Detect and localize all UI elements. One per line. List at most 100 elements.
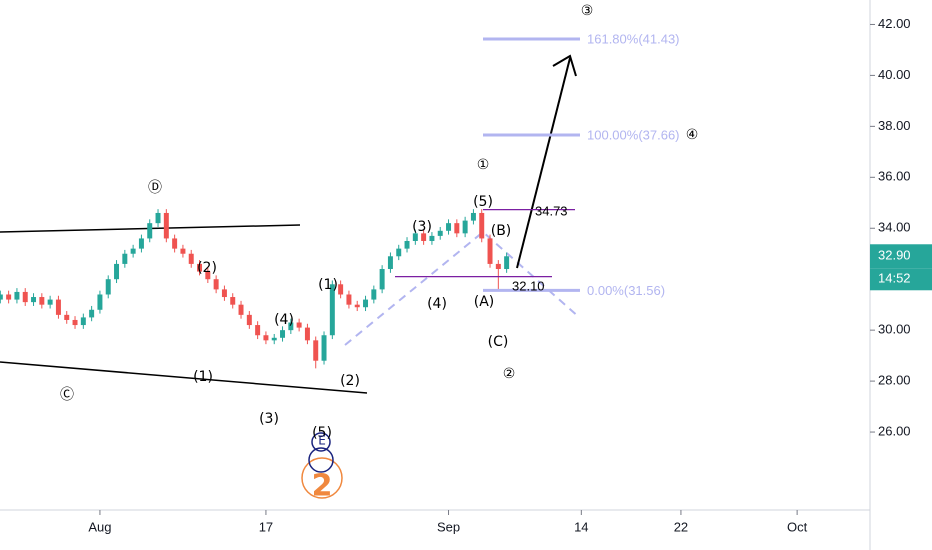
wave-label: E (318, 434, 326, 448)
candle-body (338, 284, 344, 295)
candle-body (197, 263, 203, 272)
candle-body (446, 223, 452, 231)
candle-body (437, 230, 443, 236)
candle-body (130, 248, 136, 254)
candle-body (255, 325, 261, 336)
x-tick-label: Sep (437, 519, 460, 534)
price-label: 34.73 (535, 203, 568, 218)
candle-body (321, 335, 327, 361)
wave-label: (4) (274, 312, 294, 328)
candle-body (39, 297, 45, 305)
price-label: 32.10 (512, 278, 545, 293)
candle-body (80, 317, 86, 326)
candle-body (238, 304, 244, 315)
candle-body (180, 248, 186, 254)
candle-body (429, 235, 435, 241)
wave-label: (2) (197, 260, 217, 276)
wave-label: 2 (312, 469, 333, 504)
candle-body (22, 291, 28, 303)
candle-body (221, 289, 227, 298)
wave-label: (C) (488, 334, 509, 350)
x-tick-label: Aug (88, 519, 111, 534)
last-price-label: 32.90 (878, 248, 911, 263)
candle-body (172, 238, 178, 249)
wave-label: (A) (474, 294, 495, 310)
candle-body (230, 297, 236, 305)
candle-body (147, 223, 153, 239)
wave-label: (1) (318, 277, 338, 293)
candle-body (122, 253, 128, 264)
candle-body (72, 319, 78, 326)
countdown-label: 14:52 (878, 271, 911, 286)
candle-body (504, 256, 510, 270)
wave-label: ① (477, 157, 490, 173)
candle-body (479, 212, 485, 239)
candle-body (47, 299, 53, 305)
candle-body (371, 289, 377, 300)
candle-body (105, 279, 111, 295)
candle-body (263, 335, 269, 341)
fib-label: 0.00%(31.56) (587, 283, 665, 298)
fib-label: 100.00%(37.66) (587, 127, 680, 142)
candle-body (470, 212, 476, 221)
x-tick-label: 17 (259, 519, 273, 534)
wave-label: (5) (473, 194, 493, 210)
candle-body (454, 223, 460, 234)
wave-label: (4) (427, 296, 447, 312)
candle-body (387, 256, 393, 270)
y-tick-label: 26.00 (878, 423, 911, 438)
candle-body (188, 253, 194, 264)
wave-label: (3) (412, 219, 432, 235)
fib-label: 161.80%(41.43) (587, 31, 680, 46)
candle-body (462, 220, 468, 234)
candle-body (271, 337, 277, 341)
candle-body (213, 279, 219, 290)
arrow-head (552, 54, 577, 77)
y-tick-label: 38.00 (878, 118, 911, 133)
candle-body (0, 294, 3, 300)
candle-body (329, 284, 335, 336)
projection-arrow (516, 57, 571, 269)
countdown-box (870, 268, 932, 291)
candle-body (487, 238, 493, 264)
candle-body (296, 322, 302, 328)
x-tick-label: 22 (674, 519, 688, 534)
candle-body (246, 314, 252, 326)
wave-label: ③ (581, 3, 594, 19)
candle-body (155, 212, 161, 224)
candle-body (14, 291, 20, 300)
candle-body (354, 304, 360, 308)
x-tick-label: Oct (787, 519, 808, 534)
candle-body (288, 322, 294, 331)
trend-line (0, 361, 368, 394)
candle-body (205, 271, 211, 280)
candle-body (114, 263, 120, 280)
candle-body (163, 212, 169, 239)
wave-label: (3) (259, 411, 279, 427)
wave-circle (301, 457, 343, 499)
wave-label: (1) (193, 369, 213, 385)
y-tick-label: 28.00 (878, 373, 911, 388)
wave-label: (2) (340, 373, 360, 389)
wave-label: (5) (312, 425, 332, 441)
wave-label: ② (503, 366, 516, 382)
wave-circle (308, 447, 334, 473)
wave-label: Ⓒ (60, 387, 74, 403)
candle-body (6, 294, 12, 300)
candle-body (89, 309, 95, 318)
y-tick-label: 40.00 (878, 67, 911, 82)
wave-label: Ⓓ (148, 180, 162, 196)
y-tick-label: 42.00 (878, 16, 911, 31)
y-tick-label: 36.00 (878, 169, 911, 184)
candle-body (31, 297, 37, 303)
wave-circle (311, 432, 331, 452)
candle-body (138, 238, 144, 249)
y-tick-label: 30.00 (878, 322, 911, 337)
candle-body (280, 330, 286, 338)
wave-label: (B) (491, 223, 512, 239)
candle-body (64, 314, 70, 320)
candle-body (313, 340, 319, 361)
last-price-box (870, 244, 932, 269)
wave-label: ④ (686, 127, 699, 143)
